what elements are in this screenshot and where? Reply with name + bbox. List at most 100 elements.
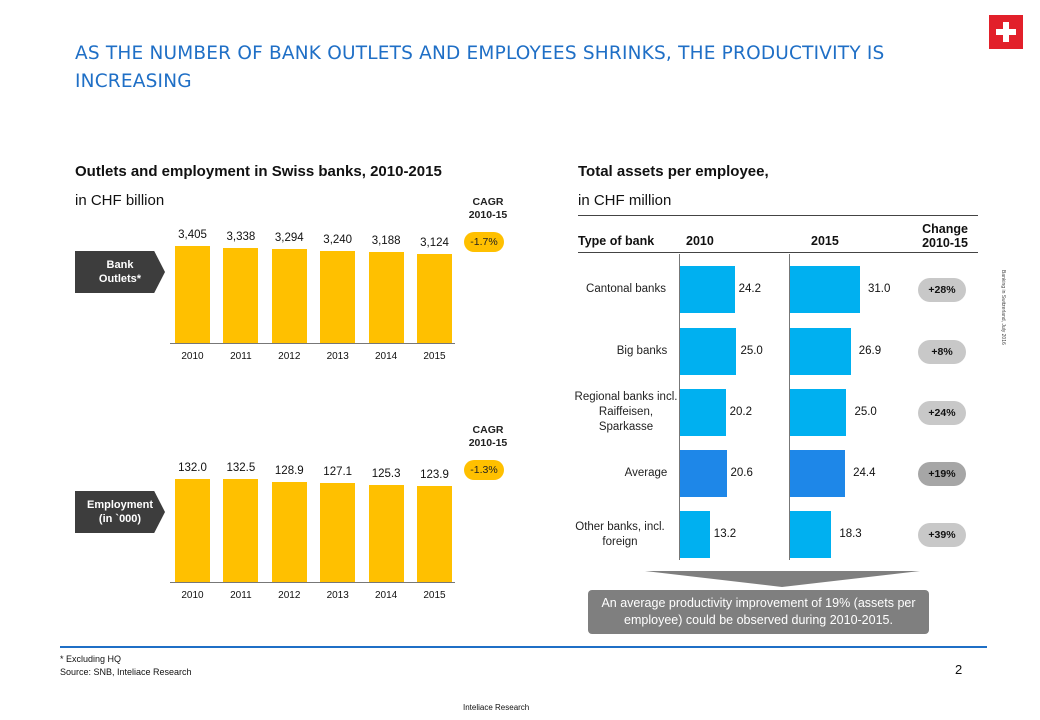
footnote: * Excluding HQ	[60, 654, 122, 664]
employment-value-label: 132.0	[178, 462, 207, 475]
bar-2015	[790, 389, 847, 436]
col-change-header: Change 2010-15	[922, 222, 968, 250]
outlets-value-label: 3,240	[323, 233, 353, 246]
outlets-value-label: 3,405	[178, 229, 207, 241]
employment-bar	[271, 481, 307, 582]
outlets-bar	[175, 246, 210, 343]
outlets-label-text: Bank Outlets*	[98, 259, 142, 285]
employment-bar	[223, 479, 259, 582]
employment-bar	[417, 485, 452, 582]
value-2015: 31.0	[868, 283, 891, 295]
value-2010: 20.6	[730, 467, 753, 479]
swiss-flag-icon	[989, 15, 1023, 49]
outlets-bar	[320, 250, 356, 343]
outlets-bar	[223, 247, 259, 343]
outlets-axis	[170, 343, 455, 344]
bank-type-label: Average	[624, 467, 668, 479]
axis-2010	[679, 254, 680, 560]
footer-brand: Inteliace Research	[463, 703, 530, 712]
employment-value-label: 128.9	[274, 464, 304, 477]
employment-label: Employment (in `000)	[75, 491, 165, 533]
side-text: Banking in Switzerland, July 2016	[1000, 270, 1006, 345]
employment-year-label: 2011	[230, 590, 252, 601]
bank-type-label: Big banks	[616, 345, 668, 357]
bank-type-label: Cantonal banks	[586, 283, 666, 295]
summary-callout: An average productivity improvement of 1…	[588, 590, 929, 634]
outlets-bar	[417, 254, 452, 343]
bar-2010	[680, 511, 710, 558]
employment-year-label: 2010	[181, 590, 204, 601]
page-title: AS THE NUMBER OF BANK OUTLETS AND EMPLOY…	[75, 43, 885, 92]
employment-cagr-badge: -1.3%	[464, 460, 504, 480]
bar-2010	[680, 266, 735, 313]
employment-cagr-header: CAGR 2010-15	[455, 424, 521, 450]
table-header-rule	[578, 252, 978, 253]
outlets-value-label: 3,188	[371, 235, 401, 248]
employment-value-label: 123.9	[420, 468, 449, 481]
value-2010: 25.0	[740, 345, 763, 357]
footer-rule	[60, 646, 987, 648]
right-section-subtitle: in CHF million	[578, 192, 672, 209]
summary-callout-text: An average productivity improvement of 1…	[601, 596, 916, 627]
bar-2015	[790, 450, 846, 497]
outlets-value-label: 3,124	[420, 237, 449, 249]
value-2015: 18.3	[839, 528, 862, 540]
right-header-rule	[578, 215, 978, 216]
employment-label-text: Employment (in `000)	[86, 499, 153, 525]
change-badge: +19%	[918, 462, 966, 486]
outlets-cagr-header: CAGR 2010-15	[455, 196, 521, 222]
outlets-year-label: 2011	[230, 351, 252, 362]
value-2010: 24.2	[738, 283, 762, 295]
value-2015: 25.0	[854, 406, 877, 418]
left-section-title: Outlets and employment in Swiss banks, 2…	[75, 163, 442, 180]
outlets-bar	[368, 252, 404, 343]
employment-axis	[170, 582, 455, 583]
employment-year-label: 2014	[374, 590, 398, 601]
outlets-year-label: 2013	[326, 351, 349, 362]
outlets-cagr-header-text: CAGR 2010-15	[468, 196, 508, 221]
bank-type-label: Regional banks incl. Raiffeisen, Sparkas…	[574, 391, 678, 433]
page-number: 2	[955, 662, 963, 677]
employment-value-label: 132.5	[226, 462, 256, 474]
col-2010-header: 2010	[686, 234, 714, 248]
outlets-year-label: 2015	[423, 351, 446, 362]
right-section-title: Total assets per employee,	[578, 163, 769, 180]
outlets-year-label: 2012	[278, 351, 301, 362]
value-2015: 24.4	[853, 467, 876, 479]
col-2015-header: 2015	[811, 234, 839, 248]
employment-bar	[320, 483, 356, 582]
bar-2015	[790, 266, 860, 313]
employment-value-label: 127.1	[323, 466, 353, 479]
value-2010: 20.2	[729, 406, 752, 418]
change-badge: +24%	[918, 401, 966, 425]
bank-type-label: Other banks, incl. foreign	[575, 520, 665, 548]
bar-2010	[680, 389, 726, 436]
outlets-bar	[271, 249, 307, 343]
axis-2015	[789, 254, 790, 560]
outlets-value-label: 3,338	[226, 230, 256, 243]
change-badge: +28%	[918, 278, 966, 302]
bar-2015	[790, 328, 851, 375]
value-2010: 13.2	[713, 528, 737, 540]
outlets-year-label: 2010	[181, 351, 204, 362]
employment-bar	[368, 484, 404, 582]
change-badge: +39%	[918, 523, 966, 547]
value-2015: 26.9	[858, 345, 882, 357]
employment-year-label: 2013	[326, 590, 349, 601]
employment-value-label: 125.3	[371, 467, 401, 480]
summary-arrow-icon	[645, 571, 920, 587]
outlets-cagr-badge: -1.7%	[464, 232, 504, 252]
outlets-value-label: 3,294	[274, 232, 304, 245]
source: Source: SNB, Inteliace Research	[60, 667, 192, 677]
employment-bar	[175, 479, 210, 582]
left-section-subtitle: in CHF billion	[75, 192, 165, 209]
change-badge: +8%	[918, 340, 966, 364]
bar-2010	[680, 328, 737, 375]
employment-year-label: 2012	[278, 590, 301, 601]
outlets-year-label: 2014	[374, 351, 398, 362]
employment-year-label: 2015	[423, 590, 446, 601]
col-type-header: Type of bank	[578, 234, 655, 248]
bar-2010	[680, 450, 727, 497]
outlets-label: Bank Outlets*	[75, 251, 165, 293]
employment-cagr-header-text: CAGR 2010-15	[468, 424, 508, 449]
